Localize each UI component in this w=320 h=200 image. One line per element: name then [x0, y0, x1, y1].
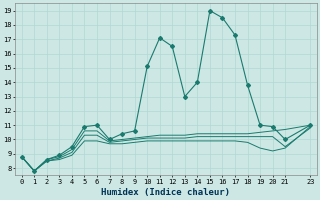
X-axis label: Humidex (Indice chaleur): Humidex (Indice chaleur): [101, 188, 230, 197]
